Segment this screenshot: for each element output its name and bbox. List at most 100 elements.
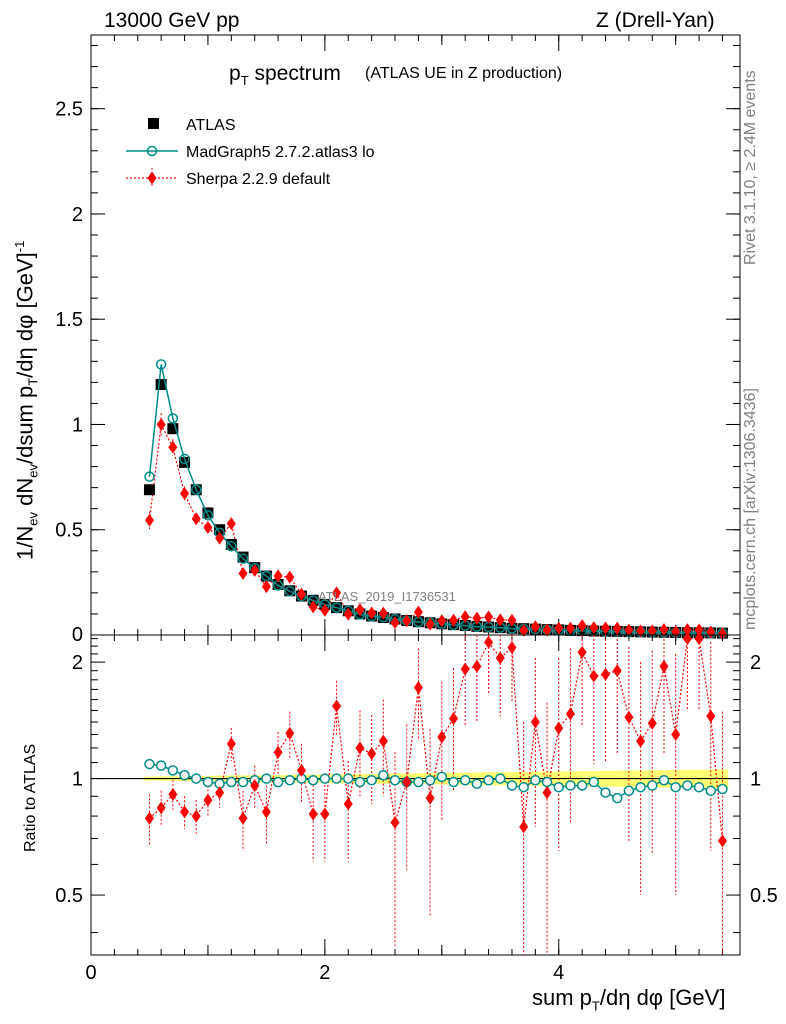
- sherpa-point: [659, 623, 669, 637]
- sherpa-ratio-point: [191, 809, 201, 823]
- sherpa-point: [472, 611, 482, 625]
- sherpa-point: [542, 623, 552, 637]
- madgraph-ratio-point: [331, 773, 342, 784]
- chart-subtitle: (ATLAS UE in Z production): [365, 65, 563, 82]
- sherpa-ratio-point: [484, 635, 494, 649]
- sherpa-point: [577, 619, 587, 633]
- sherpa-point: [215, 531, 225, 545]
- madgraph-ratio-point: [553, 781, 564, 793]
- sherpa-ratio-point: [460, 662, 470, 676]
- madgraph-ratio-point: [226, 776, 237, 788]
- sherpa-ratio-point: [565, 707, 575, 721]
- sherpa-ratio-point: [542, 786, 552, 800]
- sherpa-ratio-point: [589, 669, 599, 683]
- sherpa-point: [519, 623, 529, 637]
- madgraph-ratio-point: [424, 775, 436, 786]
- madgraph-ratio-point: [483, 775, 494, 786]
- sherpa-ratio-point: [144, 811, 154, 825]
- sherpa-ratio-point: [659, 659, 669, 673]
- madgraph-ratio-point: [261, 773, 272, 784]
- madgraph-point: [190, 484, 202, 495]
- sherpa-ratio-point: [156, 801, 166, 815]
- sherpa-ratio-point: [215, 786, 225, 800]
- sherpa-ratio-point: [273, 745, 283, 759]
- sherpa-ratio-point: [636, 734, 646, 748]
- sherpa-point: [296, 587, 306, 601]
- sherpa-ratio-point: [507, 641, 517, 655]
- sherpa-point: [717, 627, 727, 641]
- ratio-axis-label: Ratio to ATLAS: [22, 743, 39, 852]
- sherpa-ratio-point: [425, 791, 435, 805]
- madgraph-point: [144, 471, 155, 482]
- madgraph-ratio-point: [284, 775, 296, 786]
- sherpa-ratio-point: [495, 651, 505, 665]
- sherpa-ratio-point: [203, 793, 213, 807]
- sherpa-ratio-point: [612, 664, 622, 678]
- ratio-panel: 0 2 4 0.5 0.5 1 1 2 2: [55, 632, 778, 984]
- ratio-tick-label-right: 1: [750, 769, 761, 791]
- madgraph-ratio-point: [588, 776, 600, 788]
- legend-atlas-marker: [148, 118, 159, 129]
- sherpa-ratio-point: [261, 805, 271, 819]
- sherpa-point: [413, 605, 423, 619]
- madgraph-ratio-point: [378, 770, 389, 781]
- madgraph-ratio-point: [319, 773, 331, 784]
- madgraph-ratio-point: [389, 775, 401, 786]
- madgraph-ratio-point: [670, 781, 681, 793]
- sherpa-ratio-point: [472, 659, 482, 673]
- sherpa-point: [238, 566, 248, 580]
- sherpa-ratio-point: [285, 726, 295, 740]
- sherpa-point: [460, 610, 470, 624]
- madgraph-ratio-point: [167, 765, 179, 776]
- title-main: p: [229, 62, 241, 85]
- atlas-point: [214, 524, 226, 536]
- madgraph-ratio-point: [635, 781, 646, 793]
- madgraph-ratio-point: [343, 773, 354, 784]
- chart-title: pT spectrum: [229, 62, 341, 88]
- sherpa-ratio-point: [308, 807, 318, 821]
- sherpa-ratio-point: [180, 805, 190, 819]
- atlas-point: [167, 423, 179, 435]
- sherpa-point: [180, 486, 190, 500]
- x-tick-label: 2: [319, 962, 330, 984]
- ratio-tick-label: 0.5: [55, 885, 83, 907]
- sherpa-point: [612, 621, 622, 635]
- sherpa-point: [226, 517, 236, 531]
- madgraph-ratio-point: [647, 780, 658, 791]
- sherpa-point: [554, 621, 564, 635]
- title-sub: T: [240, 73, 249, 89]
- sherpa-ratio-point: [168, 787, 178, 801]
- madgraph-ratio-point: [541, 776, 553, 788]
- madgraph-ratio-point: [471, 778, 483, 789]
- madgraph-ratio-point: [144, 758, 155, 770]
- sherpa-ratio-point: [320, 807, 330, 821]
- madgraph-ratio-point: [237, 776, 249, 788]
- madgraph-point: [331, 602, 342, 613]
- sherpa-point: [191, 512, 201, 526]
- madgraph-ratio-point: [623, 785, 635, 797]
- sherpa-ratio-point: [378, 734, 388, 748]
- madgraph-ratio-point: [611, 792, 623, 804]
- y-tick-label: 1.5: [55, 309, 83, 331]
- madgraph-point: [155, 359, 167, 370]
- y-tick-label: 0.5: [55, 520, 83, 542]
- x-tick-label: 0: [85, 962, 96, 984]
- sherpa-line: [148, 422, 723, 635]
- sherpa-point: [261, 580, 271, 594]
- legend-label: MadGraph5 2.7.2.atlas3 lo: [186, 144, 375, 161]
- rivet-label: Rivet 3.1.10, ≥ 2.4M events: [742, 70, 759, 265]
- sherpa-ratio-point: [250, 778, 260, 792]
- atlas-point: [272, 578, 284, 590]
- sherpa-ratio-point: [437, 730, 447, 744]
- legend-sherpa-marker: [147, 171, 157, 185]
- mcplots-label: mcplots.cern.ch [arXiv:1306.3436]: [742, 388, 759, 630]
- sherpa-point: [682, 623, 692, 637]
- ratio-tick-label-right: 2: [750, 652, 761, 674]
- sherpa-ratio-point: [717, 834, 727, 848]
- sherpa-point: [694, 623, 704, 637]
- energy-label: 13000 GeV pp: [104, 9, 240, 32]
- madgraph-ratio-point: [190, 773, 202, 784]
- legend-label: Sherpa 2.2.9 default: [186, 171, 331, 188]
- sherpa-point: [355, 603, 365, 617]
- ratio-tick-label: 1: [72, 769, 83, 791]
